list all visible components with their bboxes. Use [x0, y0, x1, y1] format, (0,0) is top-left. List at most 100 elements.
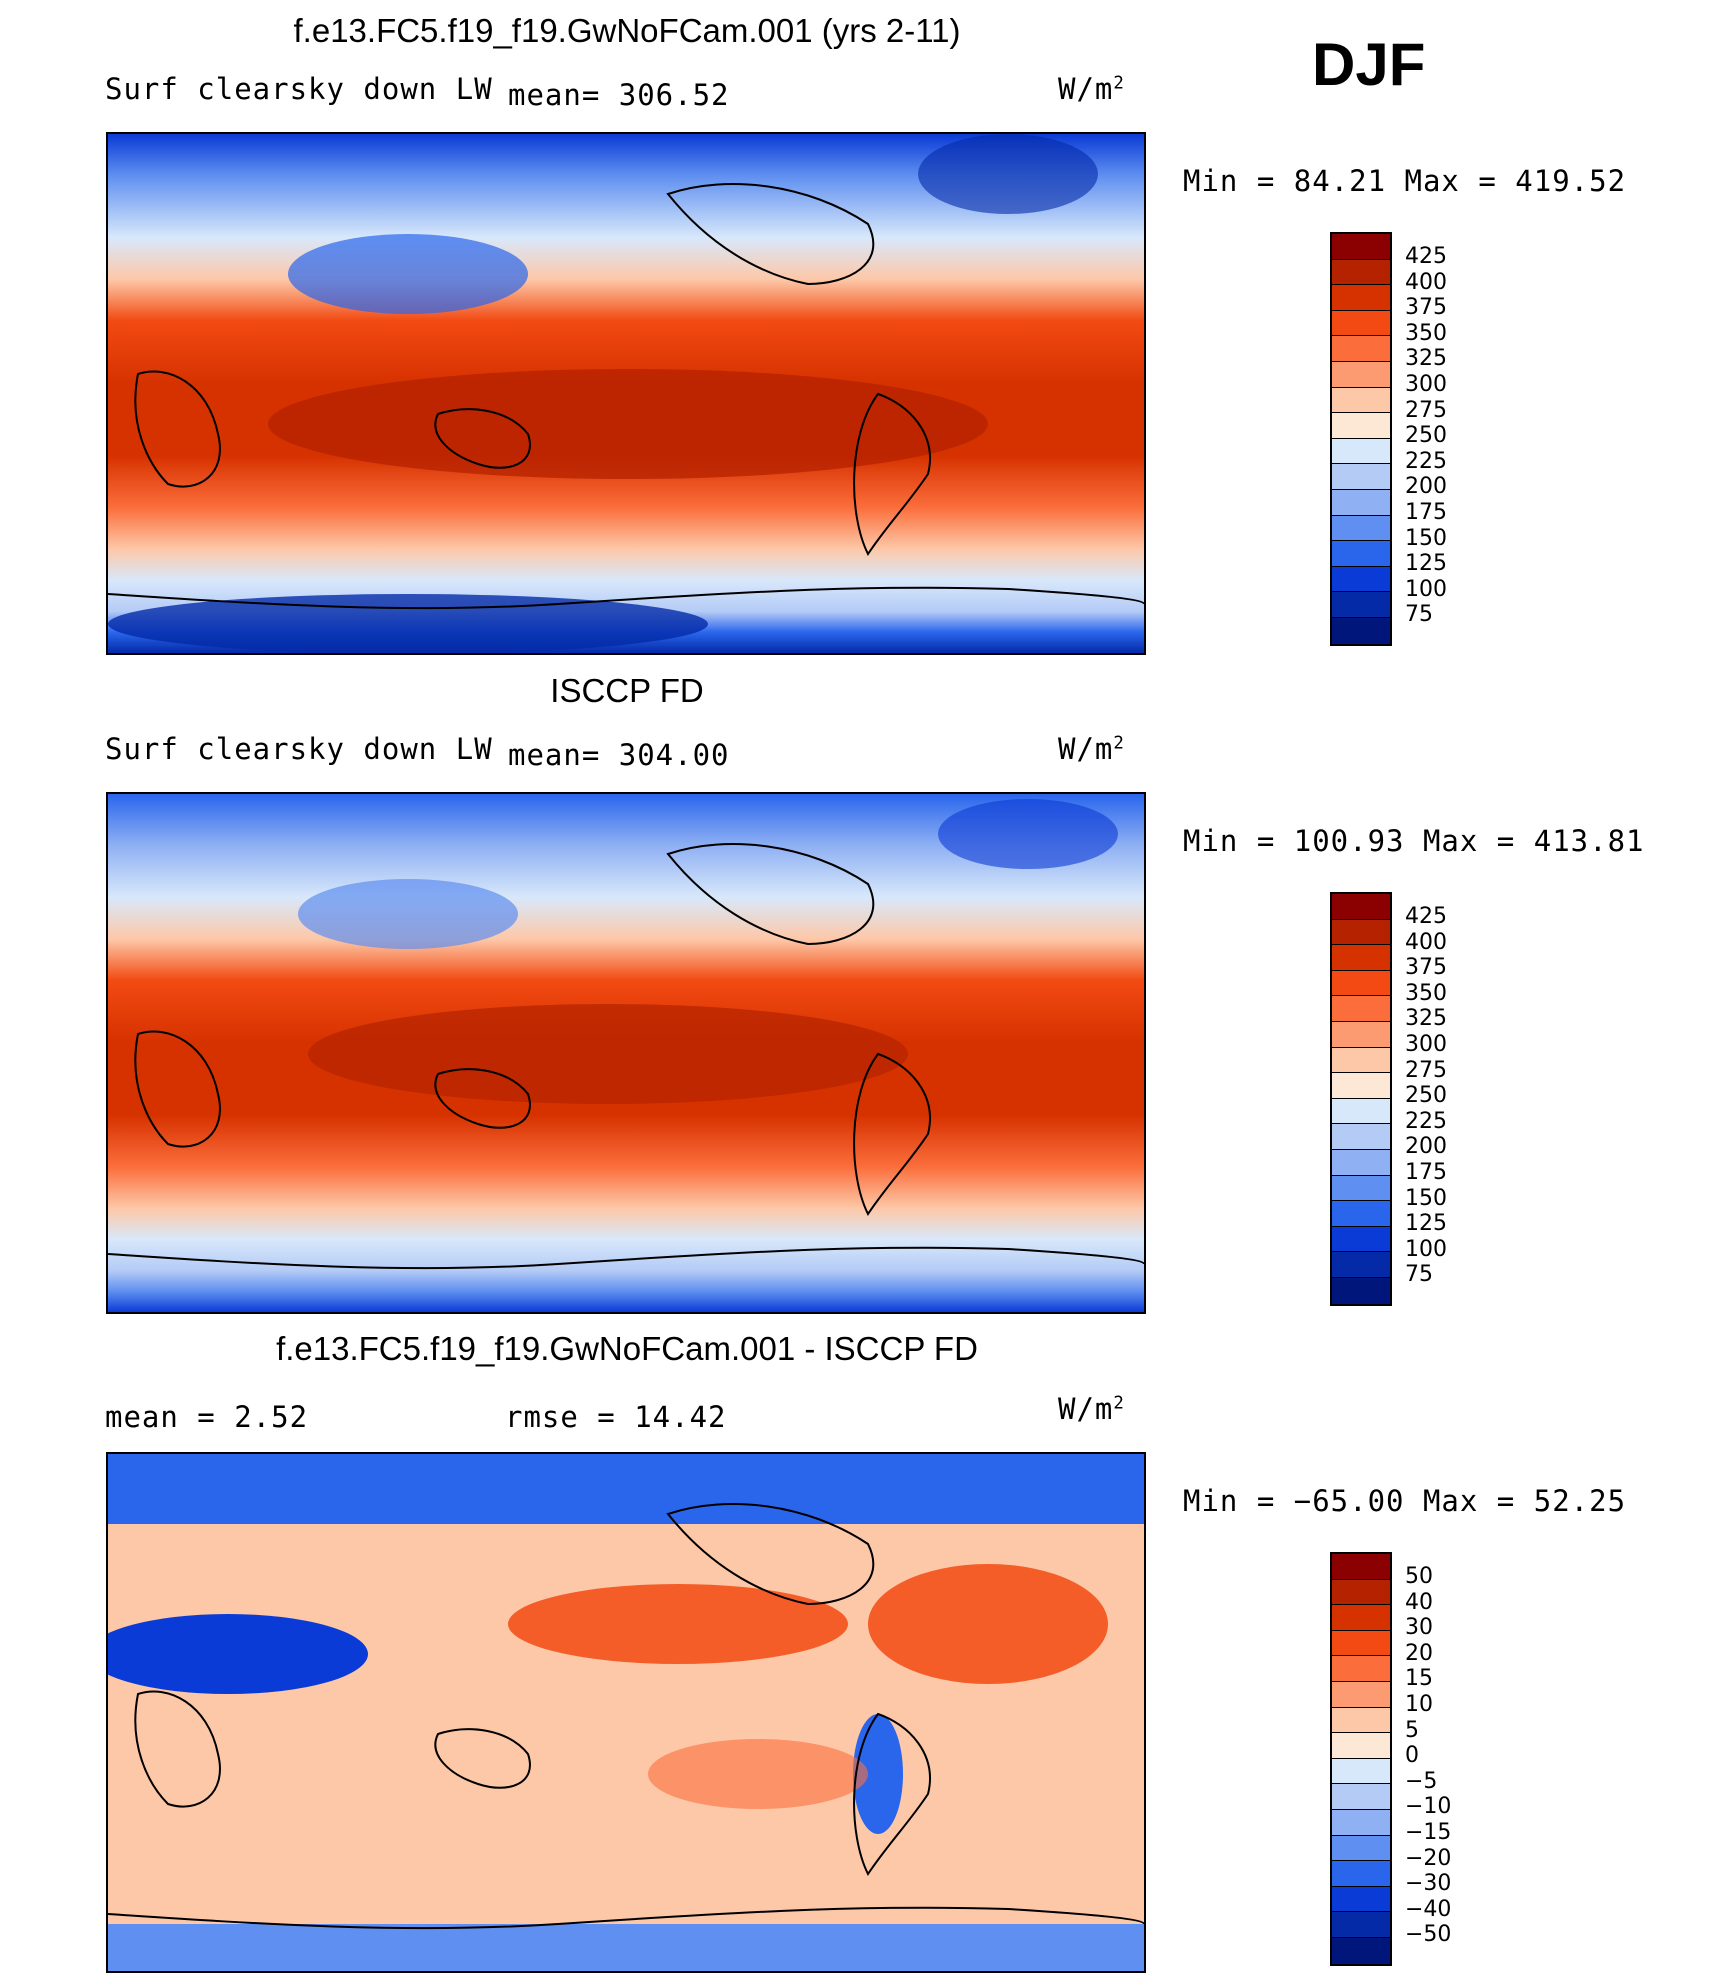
model-cbar-label: 125 [1405, 551, 1447, 577]
model-cbar-label: 225 [1405, 448, 1447, 474]
model-cbar-label: 150 [1405, 525, 1447, 551]
model-warm-pool [268, 369, 988, 479]
model-cbar-swatch [1332, 489, 1390, 516]
diff-cbar-label: −15 [1405, 1820, 1452, 1845]
model-cbar-label: 75 [1405, 602, 1433, 628]
diff-southern-ocean-band [108, 1924, 1144, 1971]
model-cbar-swatch [1332, 387, 1390, 414]
obs-map [106, 792, 1146, 1314]
obs-cbar-swatch [1332, 945, 1390, 971]
diff-cbar-label: 30 [1405, 1615, 1433, 1641]
model-cbar-swatch [1332, 541, 1390, 567]
model-cbar-label: 425 [1405, 244, 1447, 269]
obs-minmax: Min = 100.93 Max = 413.81 [1183, 824, 1645, 858]
obs-cbar-swatch [1332, 1047, 1390, 1074]
season-label: DJF [1312, 31, 1426, 98]
obs-cbar-swatch [1332, 1124, 1390, 1150]
diff-southern-pacific-warm [648, 1739, 868, 1809]
diff-cbar-label: −20 [1405, 1845, 1452, 1871]
model-cbar-label: 250 [1405, 423, 1447, 449]
model-cbar-swatch [1332, 361, 1390, 388]
diff-cbar-swatch [1332, 1937, 1390, 1964]
model-cbar-label: 350 [1405, 320, 1447, 346]
obs-cbar-swatch [1332, 996, 1390, 1022]
diff-cbar-label: 15 [1405, 1666, 1433, 1692]
diff-cbar-label: 10 [1405, 1692, 1433, 1717]
diff-cbar-swatch [1332, 1681, 1390, 1708]
diff-cbar-label: −30 [1405, 1871, 1452, 1897]
model-colorbar [1330, 232, 1392, 646]
obs-warm-pool [308, 1004, 908, 1104]
obs-cbar-label: 400 [1405, 929, 1447, 955]
model-greenland-cold [918, 134, 1098, 214]
obs-cbar-label: 75 [1405, 1262, 1433, 1288]
diff-cbar-swatch [1332, 1707, 1390, 1734]
diff-minmax: Min = −65.00 Max = 52.25 [1183, 1484, 1627, 1518]
model-cbar-label: 175 [1405, 500, 1447, 525]
obs-cbar-label: 100 [1405, 1236, 1447, 1262]
model-cbar-swatch [1332, 566, 1390, 593]
diff-panel-title: f.e13.FC5.f19_f19.GwNoFCam.001 - ISCCP F… [276, 1330, 978, 1367]
diff-units: W/m2 [1058, 1392, 1125, 1426]
model-cbar-swatch [1332, 310, 1390, 337]
model-cbar-swatch [1332, 438, 1390, 465]
obs-cbar-swatch [1332, 1175, 1390, 1202]
obs-cbar-swatch [1332, 1149, 1390, 1176]
obs-cbar-label: 325 [1405, 1006, 1447, 1032]
model-minmax: Min = 84.21 Max = 419.52 [1183, 164, 1627, 198]
diff-north-atlantic-warm [868, 1564, 1108, 1684]
obs-cbar-label: 150 [1405, 1185, 1447, 1211]
obs-cbar-label: 125 [1405, 1211, 1447, 1237]
obs-mean: mean= 304.00 [508, 738, 730, 772]
diff-coastlines [108, 1503, 1144, 1930]
diff-cbar-swatch [1332, 1784, 1390, 1810]
obs-siberia-cold [298, 879, 518, 949]
diff-sahara-cold [108, 1614, 368, 1694]
model-mean: mean= 306.52 [508, 78, 730, 112]
model-cbar-label: 200 [1405, 474, 1447, 500]
diff-cbar-swatch [1332, 1656, 1390, 1682]
obs-cbar-swatch [1332, 1201, 1390, 1227]
model-cbar-label: 375 [1405, 295, 1447, 321]
model-cbar-label: 275 [1405, 397, 1447, 423]
obs-cbar-swatch [1332, 970, 1390, 997]
diff-cbar-swatch [1332, 1733, 1390, 1759]
diff-cbar-swatch [1332, 1886, 1390, 1913]
diff-cbar-label: −5 [1405, 1768, 1438, 1794]
model-antarctica-cold [108, 594, 708, 653]
model-cbar-swatch [1332, 464, 1390, 490]
diff-cbar-swatch [1332, 1554, 1390, 1580]
diff-cbar-swatch [1332, 1579, 1390, 1606]
obs-cbar-swatch [1332, 1226, 1390, 1253]
obs-coastlines [108, 843, 1144, 1270]
diff-colorbar [1330, 1552, 1392, 1966]
diff-cbar-swatch [1332, 1605, 1390, 1631]
obs-units: W/m2 [1058, 732, 1125, 766]
model-units: W/m2 [1058, 72, 1125, 106]
diff-cbar-label: 20 [1405, 1640, 1433, 1666]
diff-cbar-label: −10 [1405, 1794, 1452, 1820]
diff-north-pacific-warm [508, 1584, 848, 1664]
model-cbar-label: 400 [1405, 269, 1447, 295]
obs-cbar-swatch [1332, 1098, 1390, 1125]
obs-cbar-label: 250 [1405, 1083, 1447, 1109]
obs-panel-title: ISCCP FD [550, 672, 704, 709]
model-siberia-cold [288, 234, 528, 314]
obs-cbar-swatch [1332, 1073, 1390, 1099]
diff-cbar-swatch [1332, 1758, 1390, 1785]
obs-cbar-label: 425 [1405, 904, 1447, 929]
obs-greenland-cold [938, 799, 1118, 869]
diff-rmse: rmse = 14.42 [505, 1400, 727, 1434]
diff-cbar-swatch [1332, 1912, 1390, 1938]
diff-cbar-label: 5 [1405, 1717, 1419, 1743]
diff-cbar-label: 50 [1405, 1564, 1433, 1589]
diff-andes-cold [853, 1714, 903, 1834]
obs-cbar-label: 350 [1405, 980, 1447, 1006]
model-panel-title: f.e13.FC5.f19_f19.GwNoFCam.001 (yrs 2-11… [293, 12, 961, 49]
obs-cbar-label: 225 [1405, 1108, 1447, 1134]
model-cbar-swatch [1332, 285, 1390, 311]
obs-cbar-swatch [1332, 1021, 1390, 1048]
diff-mean: mean = 2.52 [105, 1400, 309, 1434]
model-cbar-label: 300 [1405, 372, 1447, 397]
diff-cbar-swatch [1332, 1809, 1390, 1836]
